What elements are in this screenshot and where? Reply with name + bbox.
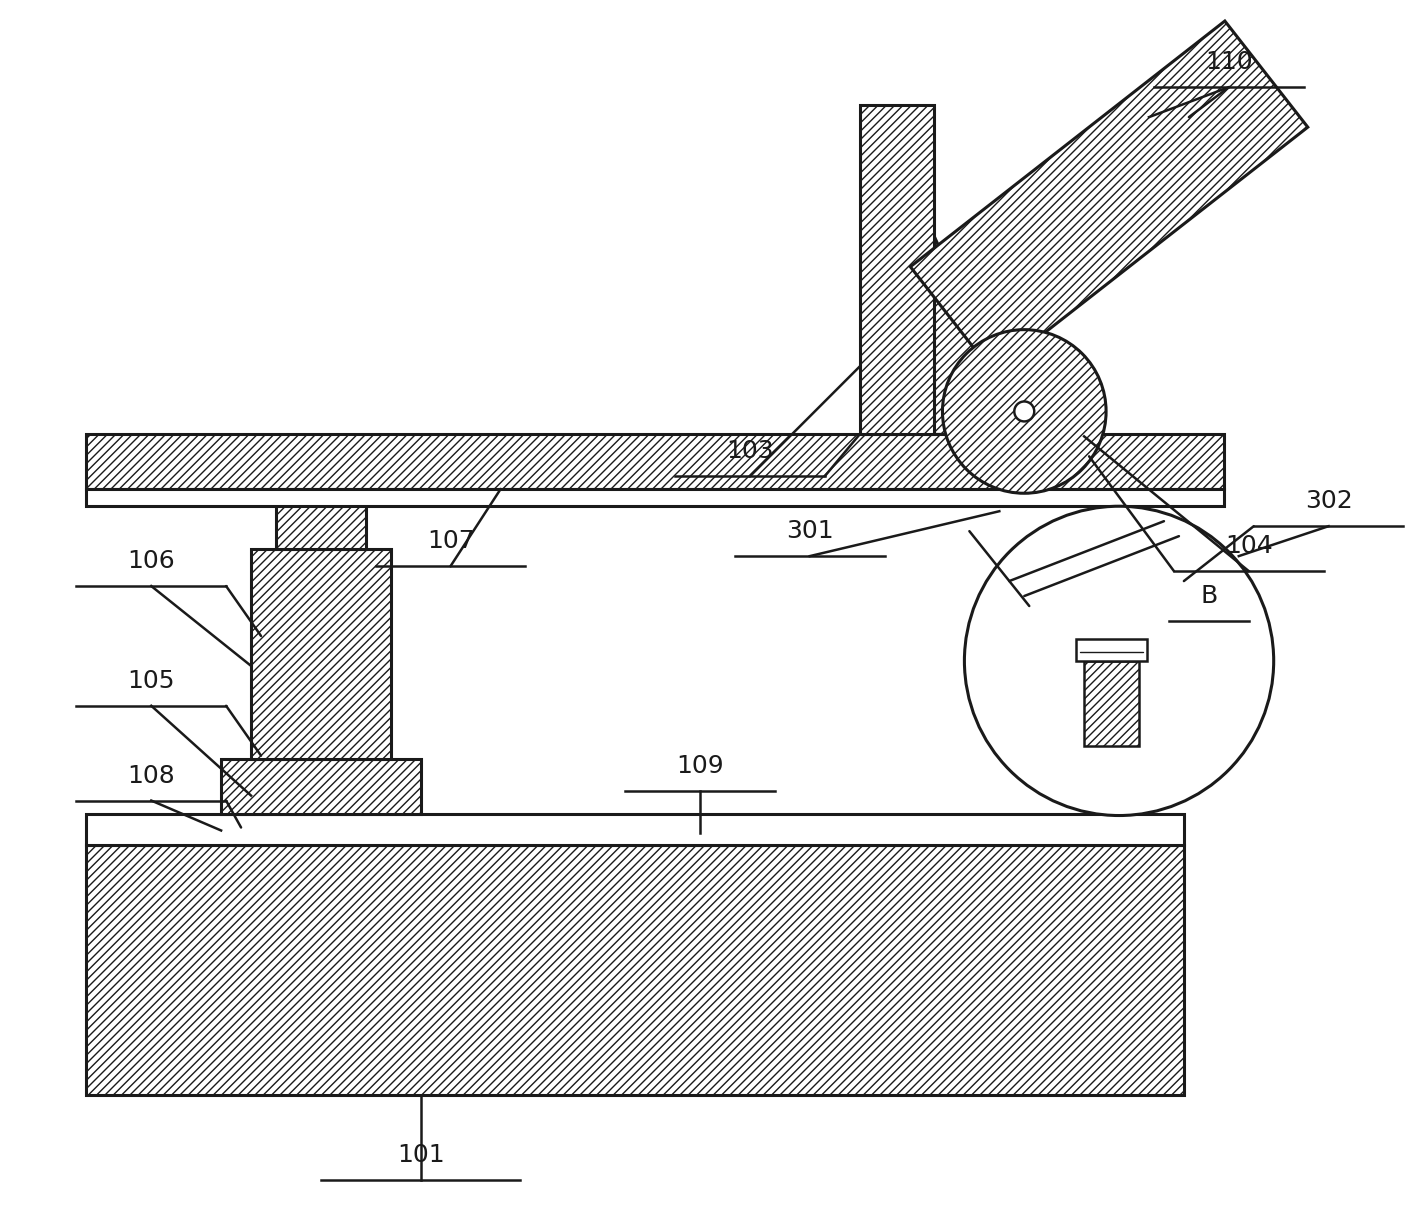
Polygon shape [934,237,1024,434]
Text: 101: 101 [397,1143,444,1166]
Text: 109: 109 [676,754,724,778]
Circle shape [1014,401,1034,422]
Text: 110: 110 [1205,50,1253,74]
Bar [86,814,1184,845]
Text: 302: 302 [1305,489,1353,513]
Bar [859,105,934,434]
Text: 108: 108 [127,764,175,788]
Text: 107: 107 [427,529,475,553]
Circle shape [964,506,1274,816]
Circle shape [943,330,1106,494]
Text: B: B [1200,584,1217,608]
Bar [86,489,1224,506]
Text: 106: 106 [127,550,175,573]
Bar [1084,660,1138,745]
Bar [86,434,1224,489]
Bar [276,489,366,550]
Bar [221,759,421,814]
Text: 105: 105 [128,669,175,693]
Text: 104: 104 [1224,534,1272,558]
Bar [86,845,1184,1094]
Text: 103: 103 [726,439,774,463]
Polygon shape [910,21,1308,373]
Bar [251,550,390,759]
Bar [1076,638,1147,660]
Text: 301: 301 [786,519,834,544]
